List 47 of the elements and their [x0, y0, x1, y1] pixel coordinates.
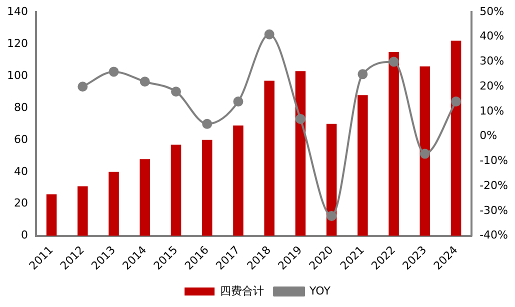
- point: [108, 66, 119, 77]
- y2-tick-label: 40%: [480, 30, 504, 43]
- bar: [46, 194, 57, 236]
- bar: [140, 159, 150, 236]
- y-tick-label: 140: [6, 4, 28, 18]
- bar: [420, 66, 430, 236]
- bar: [450, 40, 462, 236]
- point: [326, 210, 337, 221]
- point: [202, 118, 212, 129]
- bar: [388, 52, 399, 236]
- legend-label: 四费合计: [220, 284, 264, 298]
- y-tick-label: 60: [14, 132, 28, 146]
- bar: [202, 140, 212, 236]
- bar: [264, 80, 274, 236]
- bar: [78, 186, 88, 236]
- y2-tick-label: 10%: [480, 104, 504, 118]
- point: [78, 82, 88, 92]
- y2-tick-label: -20%: [480, 178, 508, 192]
- point: [451, 96, 462, 107]
- bar: [108, 172, 119, 236]
- y-tick-label: 40: [14, 164, 28, 178]
- bar: [295, 71, 306, 236]
- bar: [233, 126, 244, 236]
- y2-tick-label: 50%: [480, 4, 504, 18]
- point: [140, 76, 150, 87]
- y2-tick-label: -30%: [480, 204, 508, 217]
- y2-tick-label: -10%: [480, 154, 508, 168]
- y2-tick-label: -40%: [480, 228, 508, 242]
- y2-tick-label: 30%: [480, 54, 504, 68]
- y-tick-label: 100: [6, 68, 28, 82]
- point: [264, 29, 274, 40]
- point: [420, 148, 430, 159]
- bar: [358, 95, 368, 236]
- point: [388, 56, 399, 67]
- point: [295, 114, 306, 124]
- point: [171, 86, 182, 97]
- bar: [170, 144, 182, 236]
- y-tick-label: 20: [14, 196, 28, 210]
- bar: [326, 124, 337, 236]
- y-tick-label: 120: [6, 36, 28, 50]
- y2-tick-label: 0%: [480, 129, 498, 142]
- y2-tick-label: 20%: [480, 79, 504, 92]
- y-tick-label: 0: [20, 228, 28, 242]
- legend-label: YOY: [308, 284, 331, 298]
- point: [233, 96, 244, 107]
- y-tick-label: 80: [14, 100, 28, 114]
- point: [358, 69, 368, 80]
